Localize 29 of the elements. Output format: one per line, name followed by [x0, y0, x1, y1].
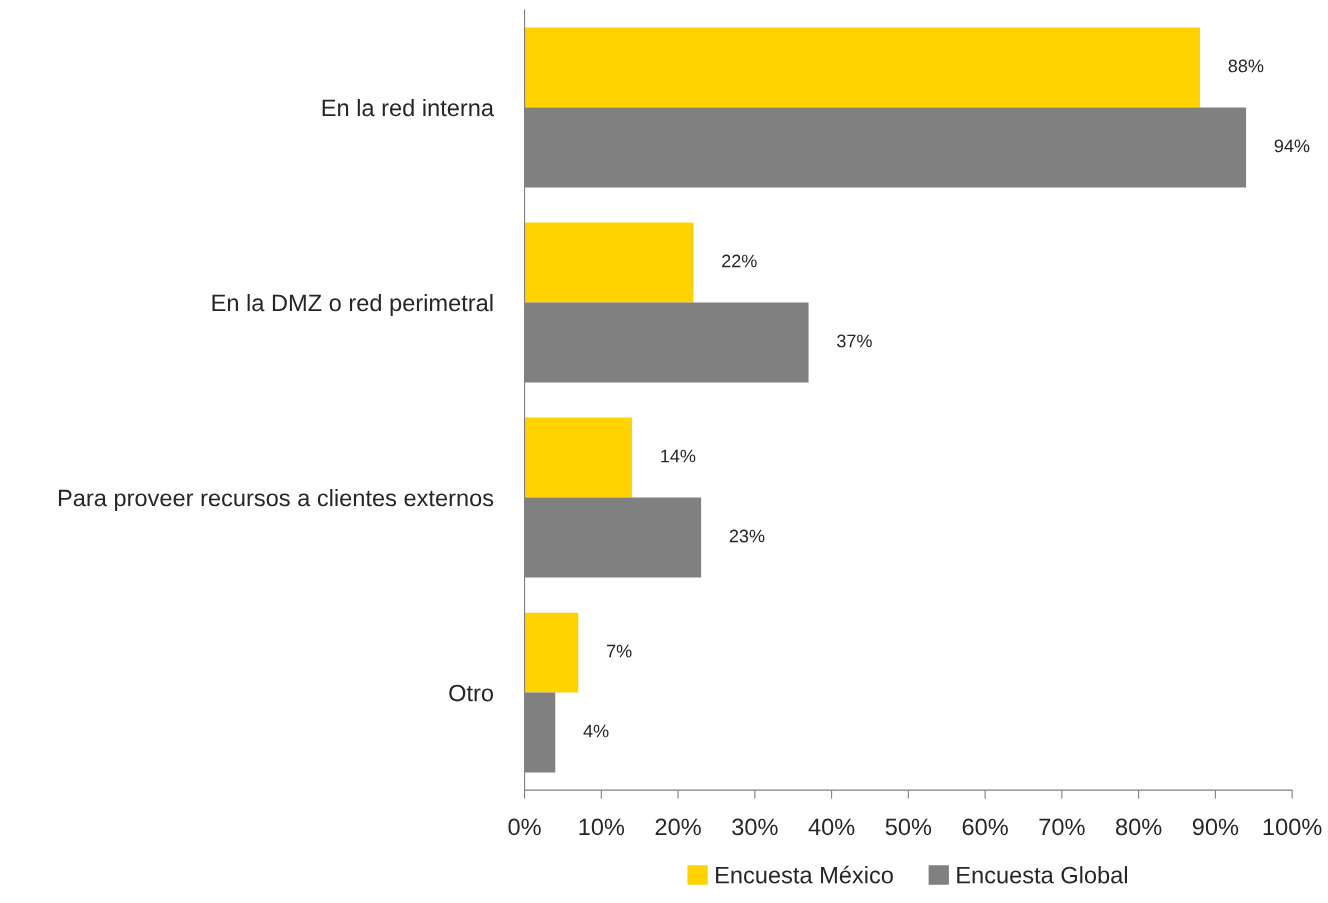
x-tick-label: 50% [885, 818, 932, 836]
bar [524, 222, 694, 303]
legend-label: Encuesta México [716, 865, 893, 884]
bar [524, 417, 633, 498]
x-tick-label: 100% [1263, 818, 1322, 836]
bar [524, 27, 1201, 108]
y-tick-label: En la DMZ o red perimetral [212, 293, 493, 316]
y-tick-label: Otro [449, 684, 494, 702]
data-label: 94% [1274, 139, 1310, 153]
data-label: 22% [722, 254, 757, 268]
x-tick-label: 10% [579, 818, 625, 836]
y-tick-label: Para proveer recursos a clientes externos [58, 489, 494, 512]
data-label: 37% [837, 334, 872, 348]
legend-label: Encuesta Global [957, 866, 1127, 884]
data-label: 14% [661, 449, 696, 463]
data-label: 88% [1228, 59, 1264, 73]
x-tick-label: 30% [732, 818, 778, 836]
data-label: 4% [583, 724, 609, 738]
y-tick-label: En la red interna [322, 98, 495, 117]
x-tick-label: 0% [508, 818, 541, 836]
x-tick-label: 70% [1039, 818, 1085, 836]
data-label: 23% [729, 529, 765, 543]
x-tick-label: 90% [1192, 818, 1239, 836]
x-tick-label: 40% [808, 818, 855, 836]
x-tick-label: 80% [1116, 818, 1162, 836]
bar [524, 612, 579, 693]
x-tick-label: 20% [655, 818, 701, 836]
x-tick-label: 60% [962, 818, 1008, 836]
data-label: 7% [606, 644, 632, 658]
